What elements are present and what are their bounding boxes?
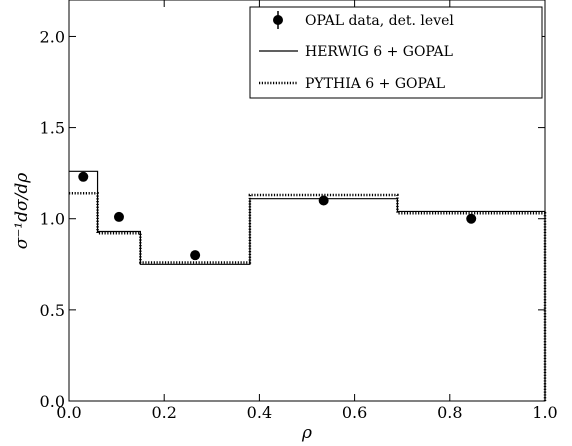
legend-label-1: HERWIG 6 + GOPAL: [305, 44, 453, 60]
legend-box: [249, 6, 543, 99]
y-tick-label-3: 1.5: [40, 119, 65, 138]
legend: OPAL data, det. level HERWIG 6 + GOPAL PYT…: [249, 6, 543, 99]
legend-label-2: PYTHIA 6 + GOPAL: [305, 76, 445, 92]
data-point-1: [113, 211, 124, 222]
x-tick-label-2: 0.4: [247, 403, 272, 422]
x-tick-label-4: 0.8: [437, 403, 462, 422]
x-axis-label: ρ: [301, 423, 312, 443]
data-point-4: [466, 213, 477, 224]
data-point-2: [190, 250, 201, 261]
x-tick-label-1: 0.2: [151, 403, 176, 422]
plot-area: [68, 0, 547, 402]
data-point-0: [78, 171, 89, 182]
legend-marker-point: [273, 15, 283, 25]
x-tick-label-0: 0.0: [56, 403, 81, 422]
legend-label-0: OPAL data, det. level: [305, 13, 454, 29]
y-tick-label-4: 2.0: [40, 27, 65, 46]
x-tick-label-3: 0.6: [342, 403, 367, 422]
x-tick-label-5: 1.0: [532, 403, 557, 422]
y-axis-label: σ⁻¹dσ/dρ: [12, 173, 32, 249]
y-tick-label-1: 0.5: [40, 301, 65, 320]
y-tick-label-0: 0.0: [40, 392, 65, 411]
series-herwig-step: [69, 170, 546, 401]
x-axis: 0.0 0.2 0.4 0.6 0.8 1.0: [56, 0, 558, 422]
data-point-3: [318, 195, 329, 206]
y-tick-label-2: 1.0: [40, 210, 65, 229]
y-axis: 0.0 0.5 1.0 1.5 2.0: [40, 27, 545, 411]
series-pythia-step: [69, 191, 547, 401]
plot-frame: [68, 0, 546, 402]
